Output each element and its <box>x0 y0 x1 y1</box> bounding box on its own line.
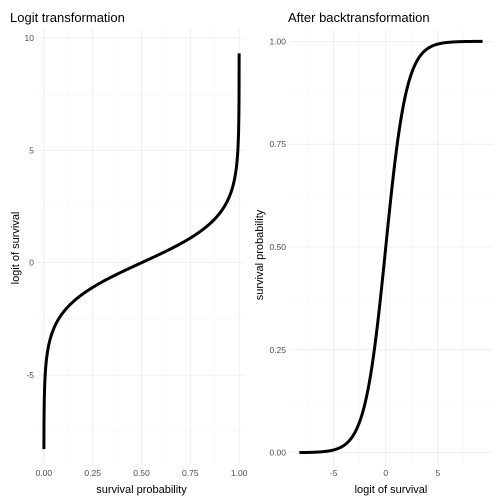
panel-backtransform: After backtransformation -5 0 5 0.000.250.… <box>254 10 493 496</box>
inverse-logit-curve <box>298 39 484 455</box>
x-tick-label: 0.00 <box>36 468 53 478</box>
x-tick-label: 1.00 <box>231 468 248 478</box>
x-tick-label: 0.50 <box>133 468 150 478</box>
x-tick-label: 0.25 <box>84 468 101 478</box>
y-tick-label: 5 <box>29 145 34 155</box>
grid-backtransform <box>290 29 493 465</box>
x-ticks-backtransform: -5 0 5 <box>330 468 441 478</box>
panel-title-backtransform: After backtransformation <box>288 10 430 25</box>
y-tick-label: 0.00 <box>269 448 286 458</box>
x-ticks-logit: 0.00 0.25 0.50 0.75 1.00 <box>36 468 248 478</box>
y-tick-label: 1.00 <box>269 36 286 46</box>
x-tick-label: 5 <box>435 468 440 478</box>
x-tick-label: 0 <box>383 468 388 478</box>
panel-title-logit: Logit transformation <box>10 10 125 25</box>
y-tick-label: 0.50 <box>269 242 286 252</box>
x-tick-label: 0.75 <box>182 468 199 478</box>
y-tick-label: 0.75 <box>269 139 286 149</box>
x-tick-label: -5 <box>330 468 338 478</box>
y-tick-label: 0.25 <box>269 345 286 355</box>
grid-logit <box>38 29 245 465</box>
y-tick-label: -5 <box>26 370 34 380</box>
y-ticks-backtransform: 0.00 0.25 0.50 0.75 1.00 <box>269 36 286 457</box>
y-tick-label: 10 <box>25 33 35 43</box>
y-axis-title-logit: logit of survival <box>10 212 22 285</box>
y-axis-title-backtransform: survival probability <box>254 209 266 300</box>
y-tick-label: 0 <box>29 258 34 268</box>
x-axis-title-logit: survival probability <box>96 484 187 496</box>
x-axis-title-backtransform: logit of survival <box>355 484 428 496</box>
logit-curve <box>42 53 241 450</box>
y-ticks-logit: -5 0 5 10 <box>25 33 35 380</box>
panel-logit: Logit transformation 0.00 0.25 0.50 0.75 1.0… <box>10 10 248 496</box>
